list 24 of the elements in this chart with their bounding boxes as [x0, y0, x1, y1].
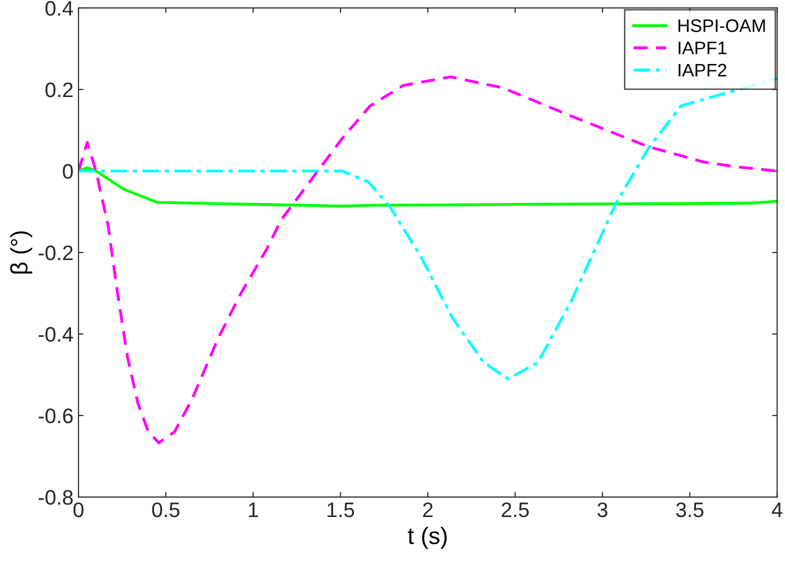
y-tick-label: -0.4 — [38, 327, 74, 342]
x-tick-label: 1 — [248, 502, 258, 517]
line-series — [78, 77, 778, 380]
x-tick-label: 2.5 — [502, 502, 529, 518]
legend-label: IAPF2 — [678, 64, 726, 76]
x-axis-title: t (s) — [408, 526, 447, 549]
x-tick-label: 0 — [74, 502, 84, 518]
y-tick-label: -0.2 — [38, 246, 73, 260]
y-axis-title: β (°) — [10, 231, 32, 274]
x-tick-label: 2 — [423, 502, 433, 517]
y-tick-label: 0.4 — [45, 0, 74, 16]
x-tick-label: 0.5 — [152, 502, 180, 518]
x-tick-label: 3.5 — [676, 502, 704, 518]
line-series — [78, 75, 778, 444]
x-tick-label: 1.5 — [328, 502, 354, 518]
y-tick-label: -0.8 — [38, 490, 73, 505]
line-series — [78, 166, 778, 208]
y-tick-label: 0.2 — [45, 82, 73, 98]
legend-label: HSPI-OAM — [678, 19, 765, 32]
legend-label: IAPF1 — [678, 42, 726, 54]
y-tick-label: -0.6 — [38, 408, 73, 424]
y-tick-label: 0 — [62, 164, 73, 179]
x-tick-label: 4 — [772, 502, 782, 517]
x-tick-label: 3 — [597, 502, 608, 518]
